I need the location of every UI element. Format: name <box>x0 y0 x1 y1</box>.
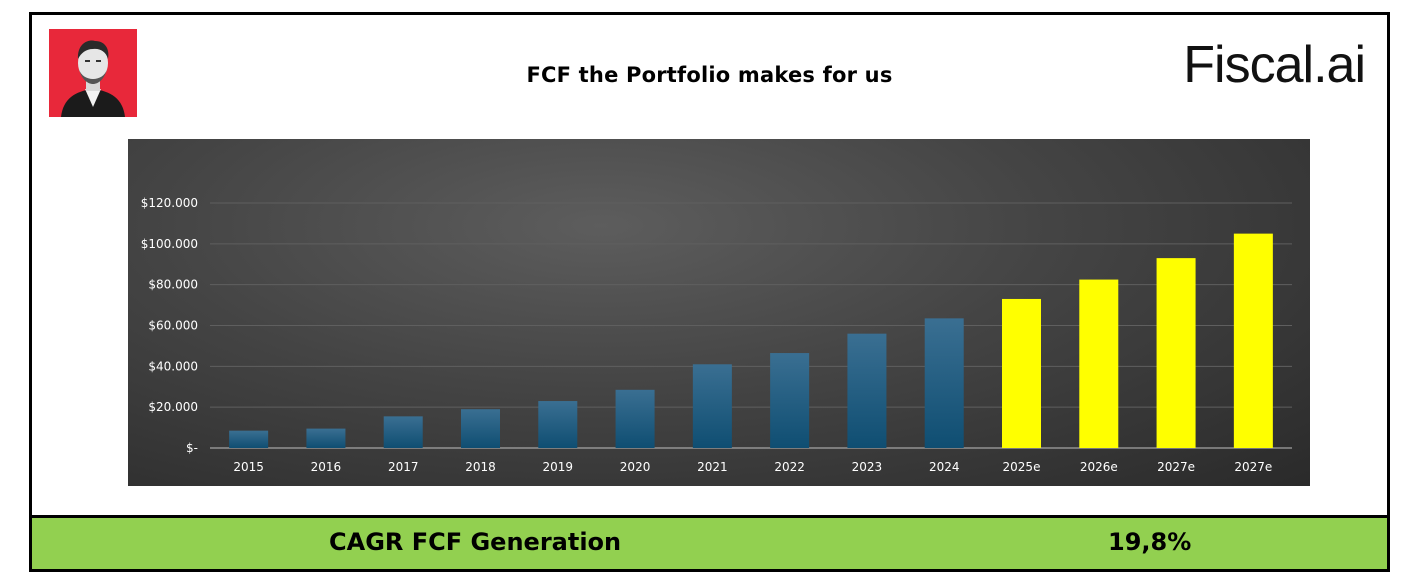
x-tick-label: 2025e <box>1003 460 1041 474</box>
y-tick-label: $120.000 <box>141 196 198 210</box>
y-tick-label: $40.000 <box>148 359 198 373</box>
x-tick-label: 2022 <box>774 460 805 474</box>
y-tick-label: $80.000 <box>148 278 198 292</box>
fcf-bar-chart: $- $20.000 $40.000 $60.000 $80.000 $100.000 $1… <box>128 139 1310 486</box>
bar-actual <box>615 389 655 448</box>
x-tick-label: 2016 <box>311 460 342 474</box>
bar-estimate <box>1002 298 1041 448</box>
cagr-footer: CAGR FCF Generation 19,8% <box>32 515 1387 569</box>
x-tick-label: 2017 <box>388 460 419 474</box>
author-avatar <box>49 29 137 117</box>
bar-actual <box>847 333 887 448</box>
x-tick-label: 2027e <box>1157 460 1195 474</box>
x-tick-label: 2019 <box>543 460 574 474</box>
chart-canvas: $- $20.000 $40.000 $60.000 $80.000 $100.000 $1… <box>141 196 1292 474</box>
bar-actual <box>770 353 810 448</box>
bar-estimate <box>1156 258 1196 448</box>
x-tick-label: 2023 <box>852 460 883 474</box>
x-tick-label: 2015 <box>233 460 264 474</box>
bar-actual <box>229 430 269 448</box>
brand-logo: Fiscal.ai <box>1183 36 1366 94</box>
y-tick-label: $60.000 <box>148 319 198 333</box>
bar-actual <box>692 364 732 448</box>
page-title: FCF the Portfolio makes for us <box>526 63 893 87</box>
x-tick-label: 2020 <box>620 460 651 474</box>
bar-actual <box>538 401 578 448</box>
y-tick-label: $20.000 <box>148 400 198 414</box>
bar-actual <box>383 416 423 448</box>
x-tick-label: 2024 <box>929 460 960 474</box>
bar-estimate <box>1233 233 1273 448</box>
cagr-value: 19,8% <box>1108 528 1192 556</box>
bar-estimate <box>1079 279 1119 448</box>
x-tick-label: 2027e <box>1234 460 1272 474</box>
y-tick-label: $- <box>186 441 198 455</box>
x-tick-label: 2018 <box>465 460 496 474</box>
bar-actual <box>924 318 964 448</box>
bar-actual <box>461 409 500 448</box>
bar-actual <box>306 428 346 448</box>
y-tick-label: $100.000 <box>141 237 198 251</box>
x-tick-label: 2021 <box>697 460 728 474</box>
x-tick-label: 2026e <box>1080 460 1118 474</box>
chart-frame: FCF the Portfolio makes for us Fiscal.ai… <box>29 12 1390 572</box>
cagr-label: CAGR FCF Generation <box>329 528 622 556</box>
